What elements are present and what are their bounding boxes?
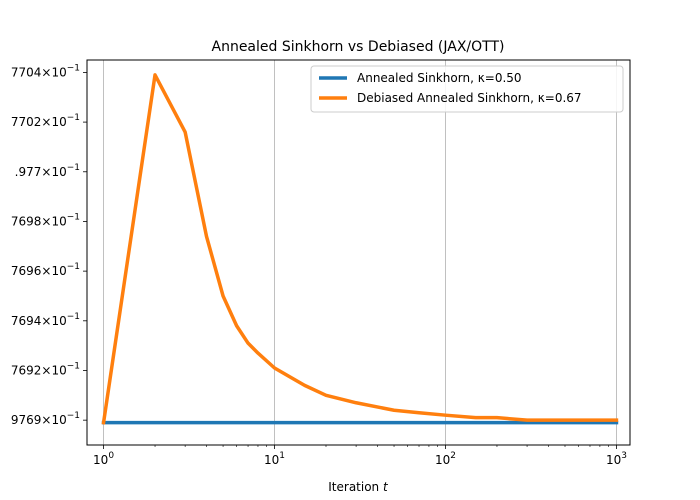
- y-tick-label-exponent: −1: [67, 212, 80, 222]
- x-tick-label-exponent: 0: [108, 451, 114, 461]
- y-tick-label-mantissa: 7696: [11, 264, 42, 278]
- y-tick-label-base: 10: [51, 264, 66, 278]
- y-tick-label: 7692×10−1: [11, 361, 80, 377]
- y-tick-label-mantissa: .977: [15, 165, 42, 179]
- x-axis-label-text: Iteration: [328, 480, 379, 494]
- chart-title: Annealed Sinkhorn vs Debiased (JAX/OTT): [212, 39, 505, 55]
- x-tick-label: 101: [264, 451, 285, 467]
- y-tick-label-base: 10: [51, 314, 66, 328]
- y-tick-label-exponent: −1: [67, 63, 80, 73]
- y-tick-label-times: ×: [41, 165, 51, 179]
- y-tick-label-times: ×: [41, 214, 51, 228]
- y-tick-label-times: ×: [41, 115, 51, 129]
- legend-box: [310, 65, 624, 113]
- y-tick-label-mantissa: 9769: [11, 413, 42, 427]
- y-tick-label-base: 10: [51, 165, 66, 179]
- y-tick-label-exponent: −1: [67, 312, 80, 322]
- legend-label-0: Annealed Sinkhorn, κ=0.50: [357, 71, 522, 85]
- y-tick-label-base: 10: [51, 65, 66, 79]
- y-tick-label-base: 10: [51, 214, 66, 228]
- y-tick-label-times: ×: [41, 413, 51, 427]
- x-tick-label: 102: [435, 451, 456, 467]
- x-tick-label-base: 10: [93, 453, 108, 467]
- legend: Annealed Sinkhorn, κ=0.50 Debiased Anneal…: [310, 65, 624, 113]
- y-tick-label-exponent: −1: [67, 411, 80, 421]
- x-axis-label-var: t: [383, 480, 389, 494]
- y-tick-label-mantissa: 7694: [11, 314, 42, 328]
- x-tick-label: 103: [606, 451, 627, 467]
- y-tick-label: .977×10−1: [15, 163, 80, 179]
- x-tick-label-exponent: 2: [450, 451, 456, 461]
- x-tick-label: 100: [93, 451, 114, 467]
- y-tick-label-times: ×: [41, 363, 51, 377]
- y-tick-label-times: ×: [41, 264, 51, 278]
- y-tick-label-base: 10: [51, 115, 66, 129]
- grid-layer: [103, 60, 617, 445]
- y-tick-label: 7698×10−1: [11, 212, 80, 228]
- legend-label-1: Debiased Annealed Sinkhorn, κ=0.67: [357, 91, 582, 105]
- y-tick-label: 7702×10−1: [11, 113, 80, 129]
- y-tick-label-exponent: −1: [67, 262, 80, 272]
- x-tick-label-base: 10: [264, 453, 279, 467]
- x-axis-label: Iteration t: [328, 480, 389, 494]
- y-tick-label-exponent: −1: [67, 361, 80, 371]
- y-tick-label-exponent: −1: [67, 113, 80, 123]
- y-tick-label-mantissa: 7702: [11, 115, 42, 129]
- y-tick-label-mantissa: 7698: [11, 214, 42, 228]
- x-axis: 100 101 102 103: [93, 445, 627, 467]
- x-tick-label-exponent: 3: [621, 451, 627, 461]
- y-tick-label-mantissa: 7692: [11, 363, 42, 377]
- y-tick-label-exponent: −1: [67, 163, 80, 173]
- y-tick-label-base: 10: [51, 363, 66, 377]
- y-tick-label-base: 10: [51, 413, 66, 427]
- y-tick-label: 7704×10−1: [11, 63, 80, 79]
- y-tick-label-times: ×: [41, 65, 51, 79]
- y-tick-label: 7694×10−1: [11, 312, 80, 328]
- series-layer: [101, 73, 619, 425]
- series-line-1: [101, 73, 619, 425]
- y-axis: 9769×10−17692×10−17694×10−17696×10−17698…: [11, 63, 87, 427]
- y-tick-label: 9769×10−1: [11, 411, 80, 427]
- plot-frame: [86, 59, 631, 446]
- x-tick-label-base: 10: [435, 453, 450, 467]
- y-tick-label-mantissa: 7704: [11, 65, 42, 79]
- x-tick-label-base: 10: [606, 453, 621, 467]
- x-tick-label-exponent: 1: [279, 451, 285, 461]
- y-tick-label: 7696×10−1: [11, 262, 80, 278]
- y-tick-label-times: ×: [41, 314, 51, 328]
